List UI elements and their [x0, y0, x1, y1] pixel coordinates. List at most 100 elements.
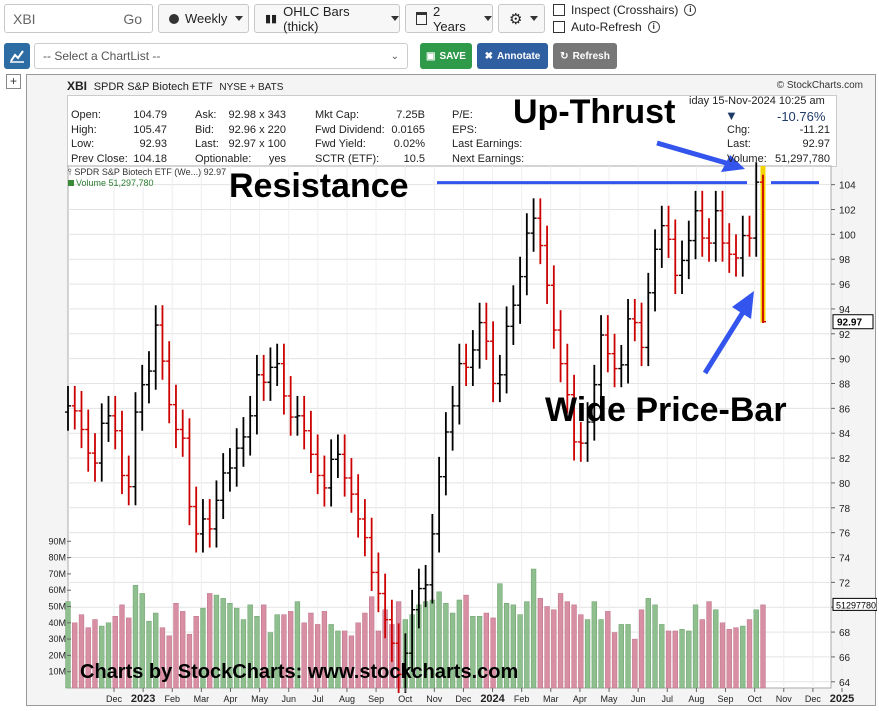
volume-bar: [476, 616, 483, 689]
volume-bar: [571, 604, 577, 689]
wide-bar-arrow-shaft: [702, 307, 748, 375]
volume-bar: [119, 604, 125, 689]
up-thrust-label: Up-Thrust: [513, 93, 676, 131]
y-tick-label: 90: [839, 355, 851, 366]
go-button[interactable]: Go: [123, 10, 142, 27]
x-tick-label: Mar: [543, 694, 559, 704]
volume-bar: [483, 612, 489, 689]
refresh-button[interactable]: ↻ Refresh: [553, 43, 617, 69]
y-tick-label: 94: [839, 305, 851, 316]
chartlist-select-value: -- Select a ChartList --: [43, 49, 161, 63]
volume-bar: [740, 625, 746, 689]
chartlist-select[interactable]: -- Select a ChartList -- ⌄: [34, 43, 408, 69]
symbol-input[interactable]: XBI Go: [4, 4, 153, 33]
x-tick-label: 2025: [830, 693, 854, 705]
volume-bar: [706, 601, 712, 689]
autorefresh-checkbox[interactable]: [553, 21, 565, 33]
volume-bar: [699, 619, 705, 689]
volume-bar: [760, 604, 766, 689]
volume-bar: [227, 602, 233, 689]
stat-value: 92.96 x 220: [228, 123, 287, 136]
autorefresh-toggle[interactable]: Auto-Refresh i: [553, 20, 660, 34]
x-tick-label: Dec: [106, 694, 123, 704]
volume-bar: [510, 604, 516, 689]
volume-bar: [328, 624, 334, 689]
x-tick-label: 2023: [131, 693, 155, 705]
y-tick-label: 64: [839, 678, 851, 689]
stat-label: Mkt Cap:: [315, 109, 360, 121]
volume-bar: [591, 601, 597, 689]
chart-type-select[interactable]: ▮▮ OHLC Bars (thick): [254, 4, 400, 34]
volume-bar: [746, 619, 753, 689]
settings-button[interactable]: ⚙: [498, 4, 545, 33]
plus-icon: +: [9, 74, 17, 88]
volume-bar: [638, 609, 645, 689]
volume-bar: [132, 585, 139, 689]
volume-tick-label: 20M: [48, 650, 66, 660]
volume-bar: [146, 620, 152, 689]
annotate-label: Annotate: [497, 50, 541, 62]
range-select[interactable]: 2 Years: [405, 3, 493, 34]
volume-tick-label: 90M: [48, 536, 66, 546]
legend-glyph: ⫯: [68, 167, 75, 177]
chevron-down-icon: [391, 16, 399, 21]
x-tick-label: Jul: [662, 694, 674, 704]
y-tick-label: 88: [839, 380, 851, 391]
volume-bar: [112, 616, 118, 689]
volume-bar: [288, 611, 294, 689]
calendar-icon: [416, 12, 427, 25]
volume-bar: [159, 627, 166, 689]
stat-value: 92.93: [139, 138, 167, 150]
volume-bar: [645, 598, 651, 689]
x-tick-label: Apr: [223, 694, 237, 704]
volume-bar: [713, 609, 719, 689]
volume-bar: [166, 635, 172, 689]
x-tick-label: May: [251, 694, 269, 704]
volume-bar: [436, 591, 442, 689]
info-icon[interactable]: i: [647, 21, 660, 33]
last-price-tag: [832, 314, 874, 330]
volume-bar: [726, 629, 732, 689]
chart-title: XBI SPDR S&P Biotech ETF NYSE + BATS: [67, 79, 283, 93]
clock-icon: [169, 13, 179, 24]
inspect-toggle[interactable]: Inspect (Crosshairs) i: [553, 3, 697, 17]
resistance-label: Resistance: [229, 167, 409, 205]
volume-bar: [92, 619, 98, 689]
save-button[interactable]: ▣ SAVE: [420, 43, 472, 69]
expand-button[interactable]: +: [6, 74, 21, 89]
refresh-icon: ↻: [560, 50, 569, 62]
chartlist-icon-button[interactable]: [4, 43, 30, 69]
x-tick-label: Apr: [573, 694, 587, 704]
stat-value: 104.79: [133, 109, 167, 121]
inspect-checkbox[interactable]: [553, 4, 565, 16]
x-tick-label: Aug: [688, 694, 704, 704]
volume-bar: [733, 627, 739, 689]
price-chart[interactable]: 6466687072747678808284868890929496981001…: [27, 75, 877, 707]
annotate-button[interactable]: ✖ Annotate: [477, 43, 548, 69]
volume-bar: [72, 622, 78, 689]
x-tick-label: Oct: [398, 694, 413, 704]
chart-panel: XBI SPDR S&P Biotech ETF NYSE + BATS © S…: [26, 74, 877, 707]
volume-bar: [443, 602, 449, 689]
period-select-value: Weekly: [185, 11, 228, 26]
y-tick-label: 102: [839, 206, 856, 217]
volume-bar: [557, 593, 564, 689]
volume-bar: [342, 630, 348, 689]
volume-bar: [274, 614, 280, 689]
volume-bar: [503, 602, 510, 689]
volume-tick-label: 50M: [48, 602, 66, 612]
x-tick-label: Feb: [164, 694, 180, 704]
stat-value: 10.5: [403, 152, 425, 165]
y-tick-label: 66: [839, 653, 851, 664]
info-icon[interactable]: i: [684, 4, 697, 16]
stat-value: 0.02%: [393, 138, 425, 150]
period-select[interactable]: Weekly: [158, 4, 249, 33]
volume-bar: [544, 606, 550, 689]
volume-bar: [632, 638, 638, 689]
y-tick-label: 78: [839, 504, 851, 515]
range-select-value: 2 Years: [432, 3, 466, 34]
volume-bar: [65, 601, 71, 689]
volume-bar: [564, 601, 570, 689]
volume-bar: [348, 635, 355, 689]
stat-label: Ask:: [195, 109, 217, 121]
